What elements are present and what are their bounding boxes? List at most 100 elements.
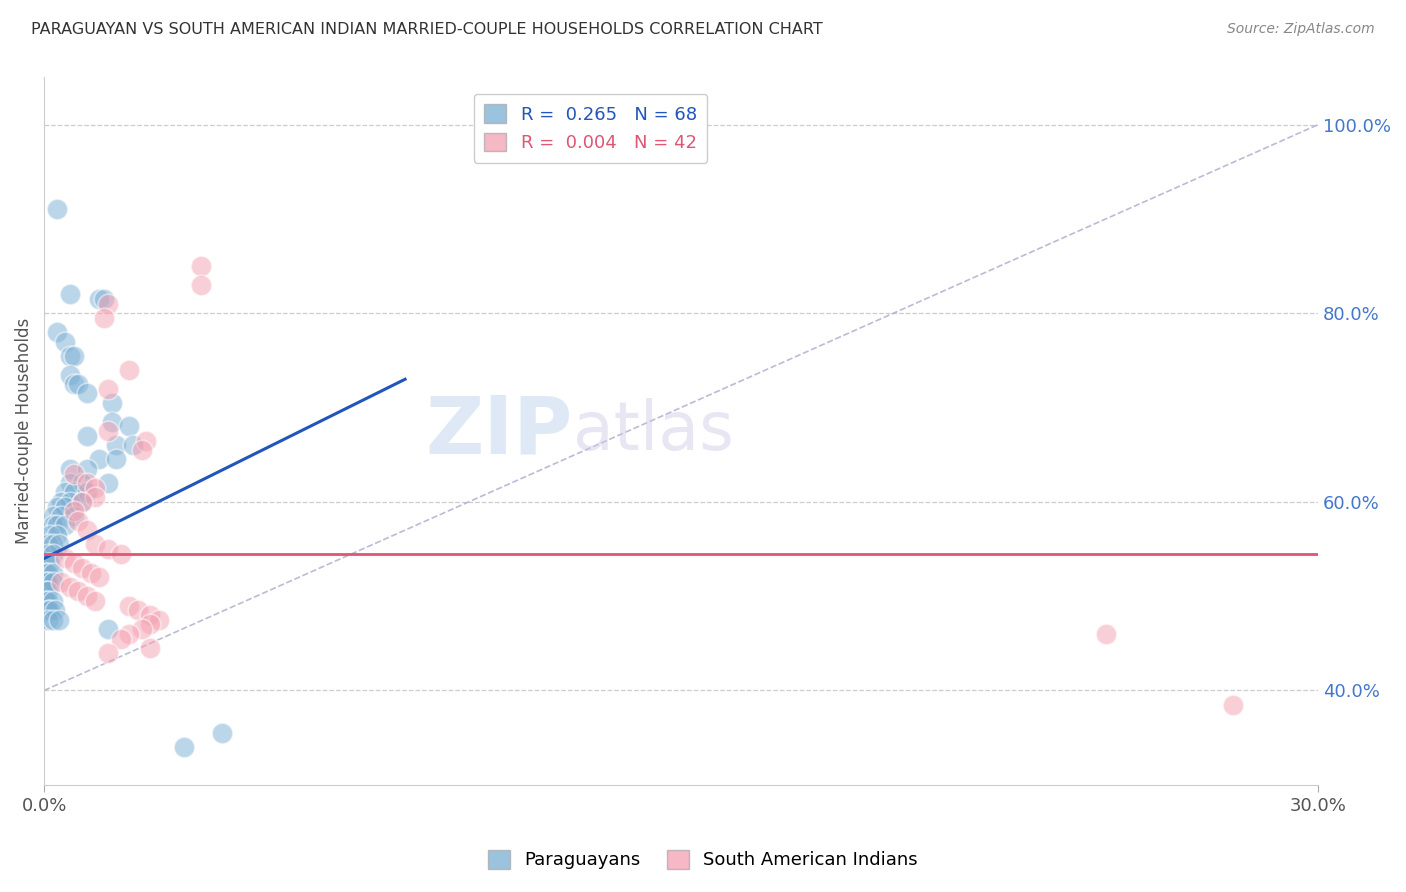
Point <box>41 508 63 523</box>
Point <box>84 481 107 495</box>
Point <box>37 603 59 617</box>
Point <box>45 500 67 514</box>
Point <box>53 500 76 514</box>
Point <box>101 396 124 410</box>
Point <box>39 556 62 570</box>
Point <box>101 415 124 429</box>
Point <box>97 646 120 660</box>
Y-axis label: Married-couple Households: Married-couple Households <box>15 318 32 544</box>
Point <box>58 287 80 301</box>
Point <box>72 495 94 509</box>
Point <box>135 434 157 448</box>
Point <box>37 537 59 551</box>
Point <box>67 584 90 599</box>
Text: ZIP: ZIP <box>426 392 572 470</box>
Point <box>110 632 132 646</box>
Point <box>58 462 80 476</box>
Point <box>118 627 141 641</box>
Point <box>41 518 63 533</box>
Point <box>37 566 59 580</box>
Point <box>49 508 72 523</box>
Point <box>72 495 94 509</box>
Text: Source: ZipAtlas.com: Source: ZipAtlas.com <box>1227 22 1375 37</box>
Point <box>118 419 141 434</box>
Point <box>76 485 98 500</box>
Point <box>63 376 86 391</box>
Point <box>84 594 107 608</box>
Point <box>89 292 111 306</box>
Point <box>97 622 120 636</box>
Point <box>80 566 103 580</box>
Point <box>93 292 115 306</box>
Point <box>49 495 72 509</box>
Point <box>41 537 63 551</box>
Point <box>97 424 120 438</box>
Point <box>122 438 145 452</box>
Point <box>97 297 120 311</box>
Text: atlas: atlas <box>572 398 734 464</box>
Point <box>48 613 70 627</box>
Point <box>35 584 58 599</box>
Point <box>63 467 86 481</box>
Point <box>105 452 128 467</box>
Point <box>76 475 98 490</box>
Point <box>41 566 63 580</box>
Point <box>76 386 98 401</box>
Point <box>45 325 67 339</box>
Point <box>72 561 94 575</box>
Point <box>58 580 80 594</box>
Point <box>97 541 120 556</box>
Point <box>139 617 162 632</box>
Point <box>76 523 98 537</box>
Point <box>35 574 58 589</box>
Point <box>1222 698 1244 712</box>
Point <box>131 622 153 636</box>
Point <box>58 475 80 490</box>
Point <box>63 504 86 518</box>
Point <box>37 547 59 561</box>
Point <box>41 574 63 589</box>
Legend: R =  0.265   N = 68, R =  0.004   N = 42: R = 0.265 N = 68, R = 0.004 N = 42 <box>474 94 707 163</box>
Text: PARAGUAYAN VS SOUTH AMERICAN INDIAN MARRIED-COUPLE HOUSEHOLDS CORRELATION CHART: PARAGUAYAN VS SOUTH AMERICAN INDIAN MARR… <box>31 22 823 37</box>
Point <box>89 452 111 467</box>
Point <box>76 429 98 443</box>
Point <box>148 613 170 627</box>
Point <box>76 462 98 476</box>
Point <box>37 594 59 608</box>
Point <box>110 547 132 561</box>
Point <box>35 566 58 580</box>
Point <box>53 551 76 566</box>
Point <box>49 574 72 589</box>
Point <box>41 594 63 608</box>
Point <box>211 726 233 740</box>
Point <box>118 599 141 613</box>
Point <box>93 310 115 325</box>
Point <box>84 490 107 504</box>
Point <box>97 382 120 396</box>
Point <box>44 603 66 617</box>
Point <box>53 518 76 533</box>
Point <box>139 640 162 655</box>
Point <box>89 570 111 584</box>
Point <box>45 528 67 542</box>
Point <box>67 514 90 528</box>
Point <box>35 594 58 608</box>
Point <box>37 584 59 599</box>
Point <box>67 376 90 391</box>
Point <box>53 485 76 500</box>
Point <box>190 277 212 292</box>
Point <box>131 442 153 457</box>
Point <box>127 603 149 617</box>
Point <box>72 475 94 490</box>
Point <box>53 334 76 349</box>
Point <box>139 607 162 622</box>
Point <box>48 537 70 551</box>
Point <box>76 589 98 603</box>
Point <box>63 508 86 523</box>
Point <box>41 613 63 627</box>
Point <box>37 613 59 627</box>
Point <box>63 485 86 500</box>
Point <box>84 537 107 551</box>
Point <box>39 528 62 542</box>
Point <box>58 368 80 382</box>
